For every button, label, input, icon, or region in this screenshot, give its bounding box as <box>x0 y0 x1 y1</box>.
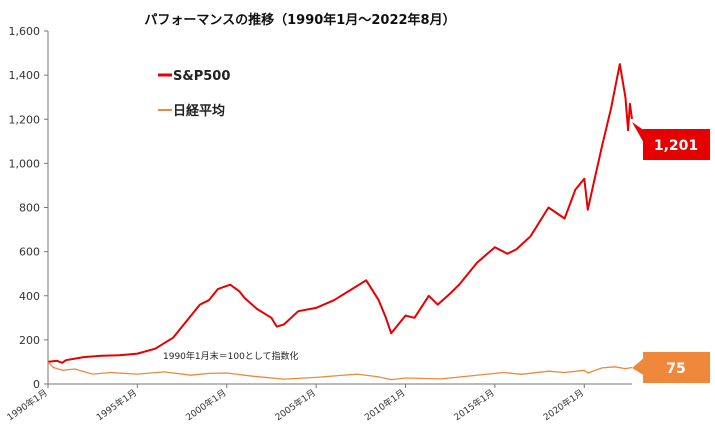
x-tick-label: 2015年1月 <box>452 387 497 424</box>
y-axis: 0 200 400 600 800 1,000 1,200 1,400 1,600 <box>9 25 49 391</box>
y-tick-label: 200 <box>19 334 40 347</box>
y-tick-label: 1,400 <box>9 69 41 82</box>
x-tick-label: 2000年1月 <box>183 387 228 424</box>
callout-value-nikkei: 75 <box>666 361 685 377</box>
y-tick-label: 0 <box>33 378 40 391</box>
x-tick-label: 1995年1月 <box>94 387 139 424</box>
y-tick-label: 1,200 <box>9 113 41 126</box>
series-lines <box>47 63 633 381</box>
callout-nikkei: 75 <box>632 352 710 383</box>
callout-box-nikkei <box>643 352 710 383</box>
callout-pointer-sp500 <box>632 122 645 145</box>
legend: S&P500 日経平均 <box>158 69 230 119</box>
callout-value-sp500: 1,201 <box>654 138 698 154</box>
y-tick-label: 1,000 <box>9 157 41 170</box>
callout-box-sp500 <box>643 129 710 160</box>
legend-label-sp500: S&P500 <box>173 69 230 84</box>
callout-pointer-nikkei <box>632 357 645 376</box>
y-tick-label: 600 <box>19 246 40 259</box>
legend-label-nikkei: 日経平均 <box>173 103 225 119</box>
x-tick-label: 2005年1月 <box>273 387 318 424</box>
chart-title: パフォーマンスの推移（1990年1月～2022年8月） <box>144 12 455 28</box>
callout-sp500: 1,201 <box>632 122 710 160</box>
y-tick-label: 1,600 <box>9 25 41 38</box>
x-tick-label: 2020年1月 <box>541 387 586 424</box>
x-axis: 1990年1月 1995年1月 2000年1月 2005年1月 2010年1月 2015年… <box>5 383 632 424</box>
y-tick-label: 400 <box>19 290 40 303</box>
index-note: 1990年1月末＝100として指数化 <box>163 350 299 362</box>
y-tick-label: 800 <box>19 202 40 215</box>
series-line-sp500 <box>47 63 633 364</box>
series-line-nikkei <box>47 361 633 381</box>
x-tick-label: 1990年1月 <box>5 387 50 424</box>
x-tick-label: 2010年1月 <box>362 387 407 424</box>
